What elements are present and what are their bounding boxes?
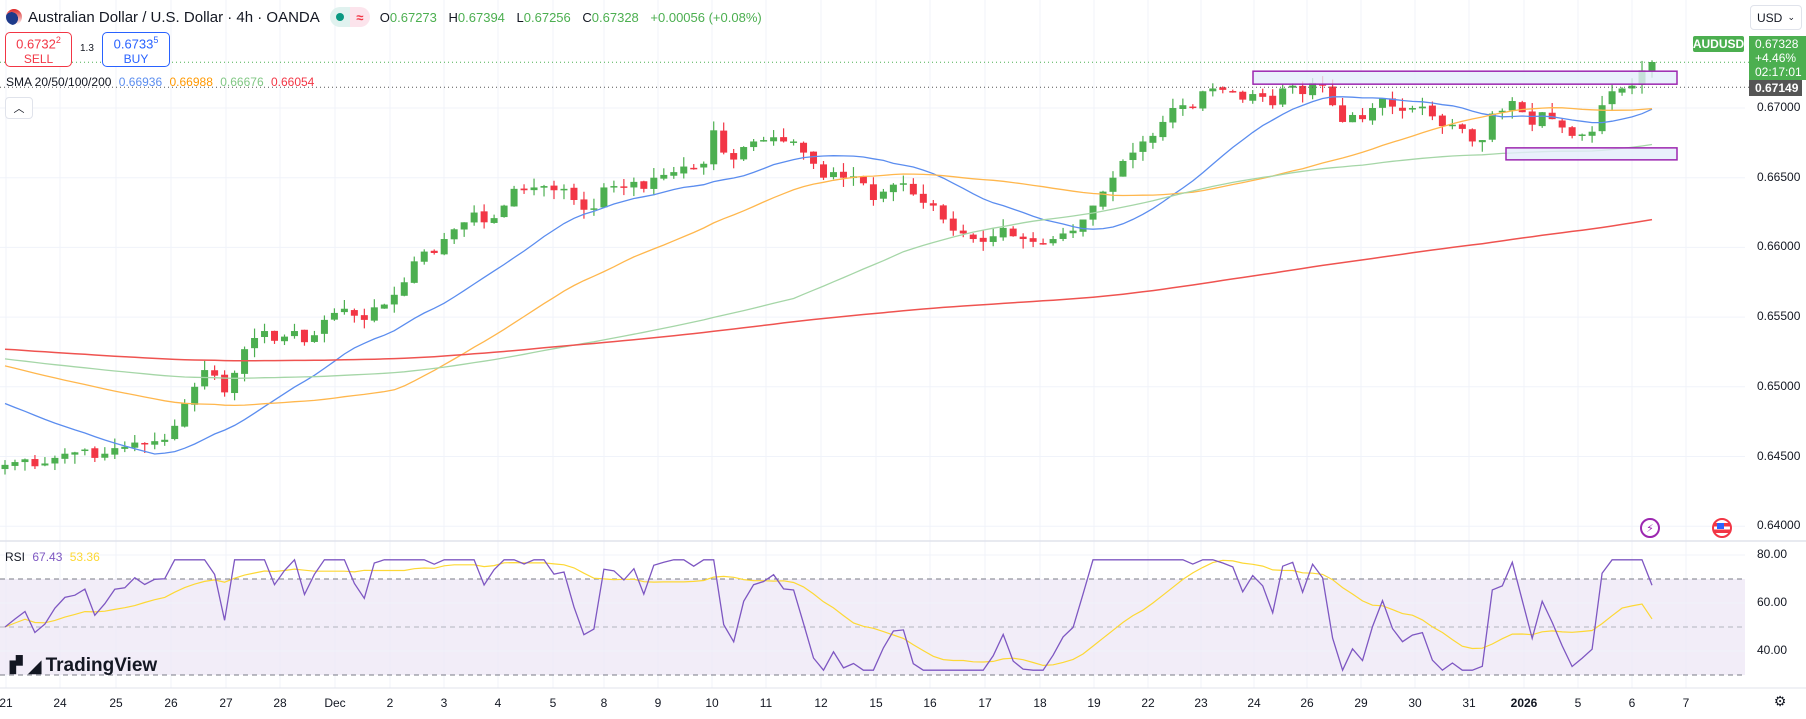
date-tick: 6 (1628, 696, 1636, 710)
collapse-legend-button[interactable]: ︿ (5, 97, 33, 119)
chevron-up-icon: ︿ (13, 103, 25, 115)
market-status[interactable]: ≈ (329, 7, 370, 27)
last-price-badge: 0.67328 +4.46% 02:17:01 (1749, 36, 1806, 80)
date-tick: 16 (923, 696, 937, 710)
date-tick: 9 (654, 696, 662, 710)
date-tick: 5 (1574, 696, 1582, 710)
symbol-badge: AUDUSD (1692, 36, 1745, 52)
date-tick: 19 (1087, 696, 1101, 710)
us-flag-event-icon[interactable] (1712, 518, 1732, 538)
date-tick: 10 (705, 696, 719, 710)
sma100-value: 0.66676 (220, 75, 264, 89)
rsi-ma-value: 53.36 (69, 550, 100, 564)
sell-button[interactable]: 0.67322 SELL (5, 32, 72, 67)
rsi-tick: 60.00 (1757, 595, 1788, 609)
date-tick: 4 (494, 696, 502, 710)
sma-label: SMA 20/50/100/200 (6, 75, 112, 89)
settings-gear-icon[interactable]: ⚙ (1773, 692, 1787, 709)
high-value: 0.67394 (457, 9, 505, 25)
date-tick: 26 (164, 696, 178, 710)
price-tick: 0.64500 (1757, 448, 1801, 463)
price-tick: 0.64000 (1757, 518, 1801, 533)
sma50-value: 0.66988 (169, 75, 213, 89)
price-tick: 0.66500 (1757, 169, 1801, 184)
sma200-value: 0.66054 (270, 75, 315, 89)
date-tick: 8 (600, 696, 608, 710)
rsi-tick: 80.00 (1757, 547, 1788, 561)
sma20-value: 0.66936 (118, 75, 163, 89)
date-tick: 2026 (1510, 696, 1538, 710)
market-open-dot-icon[interactable] (329, 7, 350, 27)
lightning-event-icon[interactable]: ⚡ (1640, 518, 1660, 538)
date-tick: 12 (814, 696, 828, 710)
rsi-value: 67.43 (32, 550, 63, 564)
price-tick: 0.65000 (1757, 378, 1801, 393)
price-tick: 0.66000 (1757, 239, 1801, 254)
date-tick: 11 (759, 696, 773, 710)
date-tick: 21 (0, 696, 13, 710)
spread-value: 1.3 (80, 43, 94, 54)
ohlc-values: O0.67273 H0.67394 L0.67256 C0.67328 +0.0… (379, 9, 762, 25)
date-tick: 5 (549, 696, 557, 710)
aud-usd-flag-icon (6, 9, 22, 25)
price-tick: 0.67000 (1757, 100, 1801, 114)
date-tick: 15 (869, 696, 883, 710)
date-tick: 26 (1300, 696, 1314, 710)
tradingview-logo[interactable]: ▮▘◢ TradingView (8, 655, 158, 676)
low-value: 0.67256 (523, 9, 571, 25)
date-tick: 25 (109, 696, 123, 710)
currency-select[interactable]: USD ⌄ (1750, 5, 1802, 30)
tv-logo-icon: ▮▘◢ (8, 655, 42, 676)
date-tick: 24 (1247, 696, 1261, 710)
sma-legend[interactable]: SMA 20/50/100/200 0.66936 0.66988 0.6667… (6, 75, 318, 89)
date-tick: 3 (440, 696, 448, 710)
rsi-tick: 40.00 (1757, 643, 1788, 657)
date-tick: 29 (1354, 696, 1368, 710)
wave-icon[interactable]: ≈ (349, 7, 370, 27)
symbol-header: Australian Dollar / U.S. Dollar · 4h · O… (6, 6, 770, 28)
date-tick: 23 (1194, 696, 1208, 710)
date-tick: 28 (273, 696, 287, 710)
price-tick: 0.65500 (1757, 309, 1801, 324)
chevron-down-icon: ⌄ (1787, 12, 1795, 22)
prev-close-badge: 0.67149 (1749, 80, 1802, 96)
date-tick: 22 (1141, 696, 1155, 710)
date-tick: 27 (219, 696, 233, 710)
symbol-title[interactable]: Australian Dollar / U.S. Dollar · 4h · O… (28, 8, 320, 26)
date-tick: 7 (1682, 696, 1690, 710)
date-tick: 24 (53, 696, 67, 710)
date-tick: 17 (978, 696, 992, 710)
date-tick: 30 (1408, 696, 1422, 710)
date-tick: 31 (1462, 696, 1476, 710)
date-tick: 2 (386, 696, 394, 710)
change-value: +0.00056 (+0.08%) (650, 9, 762, 25)
close-value: 0.67328 (591, 9, 639, 25)
rsi-legend[interactable]: RSI 67.43 53.36 (5, 550, 100, 564)
open-value: 0.67273 (389, 9, 437, 25)
date-tick: Dec (324, 696, 346, 710)
date-tick: 18 (1033, 696, 1047, 710)
buy-button[interactable]: 0.67335 BUY (102, 32, 170, 67)
